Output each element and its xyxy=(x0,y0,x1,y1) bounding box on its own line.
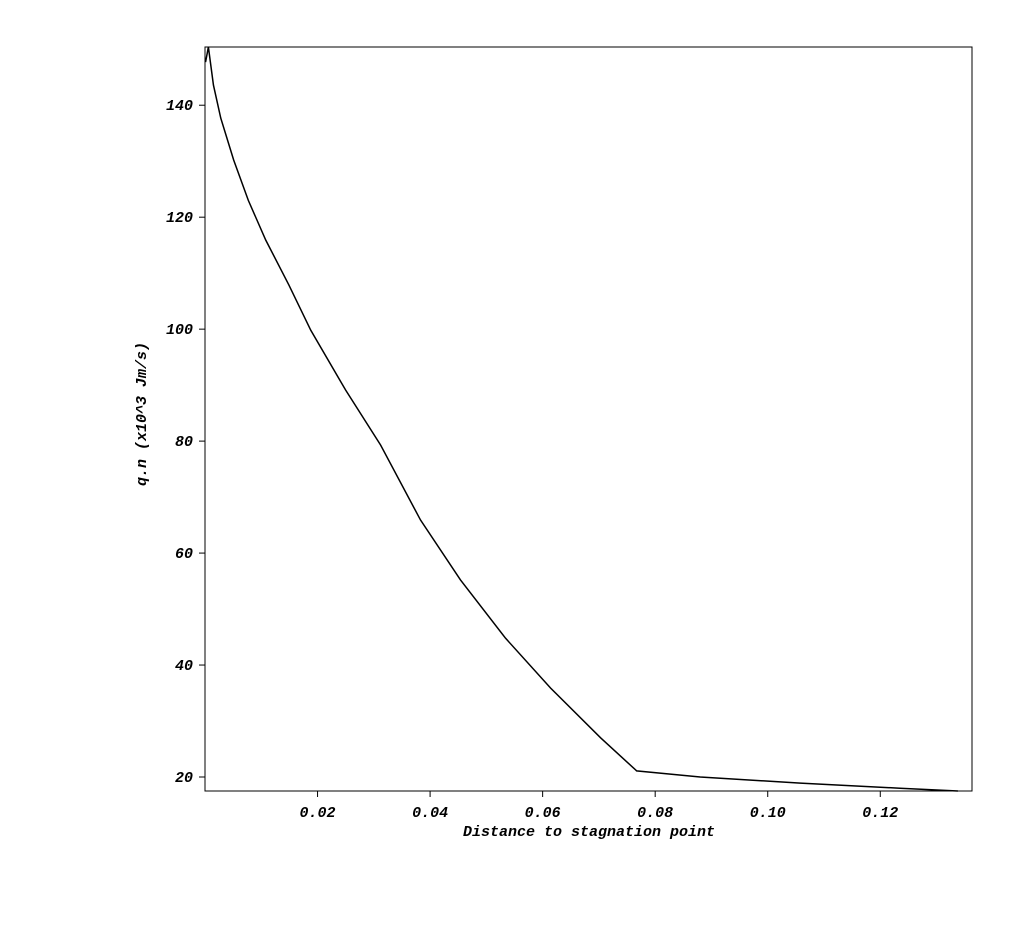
y-tick-label: 140 xyxy=(166,98,193,115)
x-tick-label: 0.12 xyxy=(862,805,898,822)
x-tick-label: 0.08 xyxy=(637,805,673,822)
x-axis-label: Distance to stagnation point xyxy=(463,824,715,841)
y-tick-label: 80 xyxy=(175,434,193,451)
y-tick-label: 20 xyxy=(175,770,193,787)
x-tick-label: 0.10 xyxy=(750,805,786,822)
data-line xyxy=(204,46,958,792)
x-tick-label: 0.04 xyxy=(412,805,448,822)
y-tick-label: 60 xyxy=(175,546,193,563)
x-tick-label: 0.02 xyxy=(300,805,336,822)
plot-frame xyxy=(204,46,973,792)
y-axis-label: q.n (x10^3 Jm/s) xyxy=(134,342,151,486)
x-tick-label: 0.06 xyxy=(525,805,561,822)
y-tick-label: 100 xyxy=(166,322,193,339)
y-tick-label: 40 xyxy=(175,658,193,675)
y-tick-label: 120 xyxy=(166,210,193,227)
